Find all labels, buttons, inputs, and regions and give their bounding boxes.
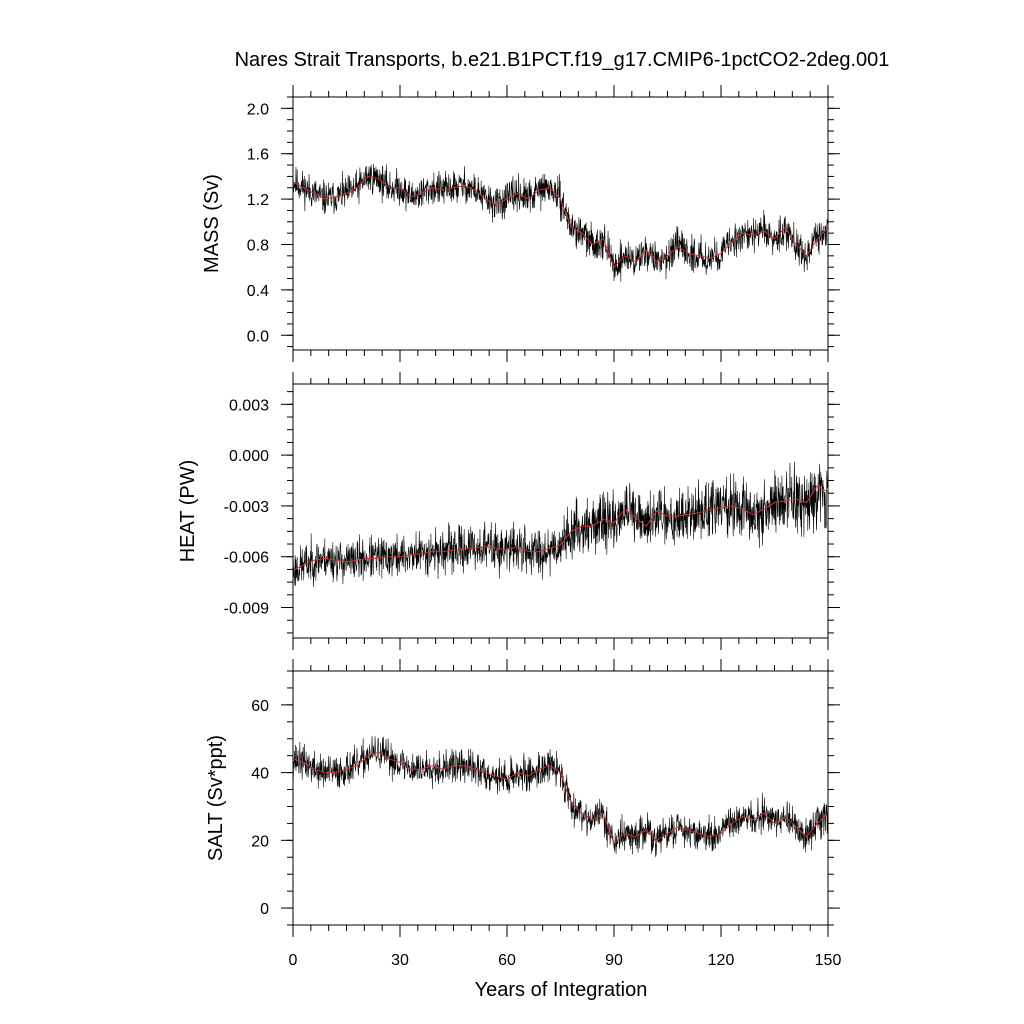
raw-series-line [293, 461, 828, 588]
y-tick-label: 60 [251, 698, 269, 715]
x-tick-label: 60 [498, 952, 516, 969]
y-tick-label: -0.009 [224, 601, 269, 618]
panel-mass: 0.0 0.4 0.8 1.2 1.6 2.0 MASS (Sv) [201, 85, 840, 362]
x-axis-title: Years of Integration [475, 979, 648, 1001]
y-axis-title: MASS (Sv) [201, 174, 223, 273]
y-tick-label: 0.0 [247, 328, 269, 345]
y-tick-label: -0.006 [224, 550, 269, 567]
chart-title: Nares Strait Transports, b.e21.B1PCT.f19… [235, 49, 890, 71]
y-tick-label: 0.000 [229, 448, 269, 465]
y-tick-label: 2.0 [247, 101, 269, 118]
raw-series-line [293, 163, 828, 282]
y-tick-label: 1.6 [247, 147, 269, 164]
y-tick-label: 0 [260, 901, 269, 918]
x-tick-label: 90 [605, 952, 623, 969]
panel-salt: 0 20 40 60 0 30 60 90 120 150 SALT (Sv*ppt) [205, 659, 841, 969]
x-tick-label: 120 [708, 952, 735, 969]
y-tick-label: 40 [251, 766, 269, 783]
y-axis-title: HEAT (PW) [177, 460, 199, 563]
x-tick-label: 30 [391, 952, 409, 969]
raw-series-line [293, 735, 828, 857]
smooth-series-line [293, 484, 828, 571]
y-tick-label: 20 [251, 833, 269, 850]
plot-frame [292, 383, 829, 639]
smooth-series-line [293, 175, 828, 269]
y-tick-label: -0.003 [224, 499, 269, 516]
plot-frame [292, 670, 829, 926]
y-tick-label: 1.2 [247, 192, 269, 209]
smooth-series-line [293, 751, 828, 845]
y-tick-label: 0.003 [229, 397, 269, 414]
y-axis-title: SALT (Sv*ppt) [205, 735, 227, 861]
y-tick-label: 0.8 [247, 237, 269, 254]
y-tick-label: 0.4 [247, 283, 269, 300]
x-tick-label: 0 [289, 952, 298, 969]
x-tick-label: 150 [815, 952, 842, 969]
panel-heat: -0.009 -0.006 -0.003 0.000 0.003 HEAT (PW) [177, 372, 840, 650]
